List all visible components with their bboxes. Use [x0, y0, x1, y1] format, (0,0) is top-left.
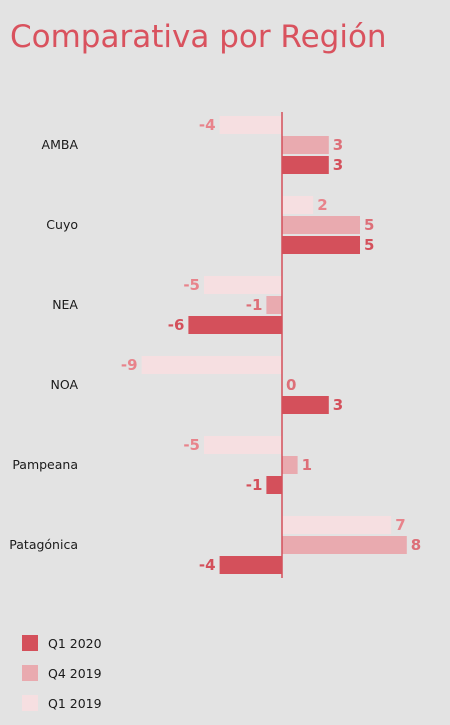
legend: Q1 2020 Q4 2019 Q1 2019 [22, 635, 102, 711]
bar-pampeana-q4-2019 [282, 456, 298, 474]
legend-swatch-q1-2020 [22, 635, 38, 651]
bar-patagonica-q1-2020 [219, 556, 282, 574]
data-label-noa-q1-2019: -9 [121, 356, 138, 374]
data-label-noa-q1-2020: 3 [333, 396, 343, 414]
bars-layer [141, 116, 407, 574]
data-label-amba-q4-2019: 3 [333, 136, 343, 154]
data-label-amba-q1-2020: 3 [333, 156, 343, 174]
data-label-nea-q4-2019: -1 [246, 296, 263, 314]
bar-amba-q1-2020 [282, 156, 329, 174]
legend-label-q1-2020: Q1 2020 [48, 636, 102, 651]
category-label-pampeana: Pampeana [12, 457, 78, 472]
bar-cuyo-q4-2019 [282, 216, 360, 234]
category-label-amba: AMBA [42, 137, 79, 152]
data-label-patagonica-q1-2020: -4 [199, 556, 216, 574]
bar-nea-q4-2019 [266, 296, 282, 314]
labels-layer: AMBA -4 3 3 Cuyo 2 5 5 NEA -5 -1 -6 NOA -9 0 3 Pampeana -… [9, 116, 421, 574]
legend-label-q1-2019: Q1 2019 [48, 696, 102, 711]
data-label-amba-q1-2019: -4 [199, 116, 216, 134]
category-label-noa: NOA [50, 377, 78, 392]
data-label-cuyo-q1-2019: 2 [317, 196, 327, 214]
data-label-patagonica-q1-2019: 7 [395, 516, 405, 534]
bar-patagonica-q4-2019 [282, 536, 407, 554]
data-label-pampeana-q1-2019: -5 [183, 436, 200, 454]
bar-pampeana-q1-2019 [204, 436, 282, 454]
bar-amba-q4-2019 [282, 136, 329, 154]
data-label-nea-q1-2019: -5 [183, 276, 200, 294]
bar-patagonica-q1-2019 [282, 516, 392, 534]
bar-nea-q1-2020 [188, 316, 282, 334]
data-label-cuyo-q4-2019: 5 [364, 216, 374, 234]
data-label-patagonica-q4-2019: 8 [411, 536, 421, 554]
legend-swatch-q4-2019 [22, 665, 38, 681]
category-label-patagonica: Patagónica [9, 537, 78, 552]
bar-nea-q1-2019 [204, 276, 282, 294]
category-label-nea: NEA [52, 297, 78, 312]
data-label-noa-q4-2019: 0 [286, 376, 296, 394]
legend-label-q4-2019: Q4 2019 [48, 666, 102, 681]
bar-cuyo-q1-2019 [282, 196, 314, 214]
bar-pampeana-q1-2020 [266, 476, 282, 494]
data-label-nea-q1-2020: -6 [168, 316, 185, 334]
bar-noa-q1-2019 [141, 356, 282, 374]
chart-title: Comparativa por Región [10, 19, 387, 55]
category-label-cuyo: Cuyo [46, 217, 78, 232]
data-label-pampeana-q1-2020: -1 [246, 476, 263, 494]
legend-swatch-q1-2019 [22, 695, 38, 711]
bar-noa-q1-2020 [282, 396, 329, 414]
data-label-cuyo-q1-2020: 5 [364, 236, 374, 254]
bar-amba-q1-2019 [219, 116, 282, 134]
bar-cuyo-q1-2020 [282, 236, 360, 254]
data-label-pampeana-q4-2019: 1 [302, 456, 312, 474]
